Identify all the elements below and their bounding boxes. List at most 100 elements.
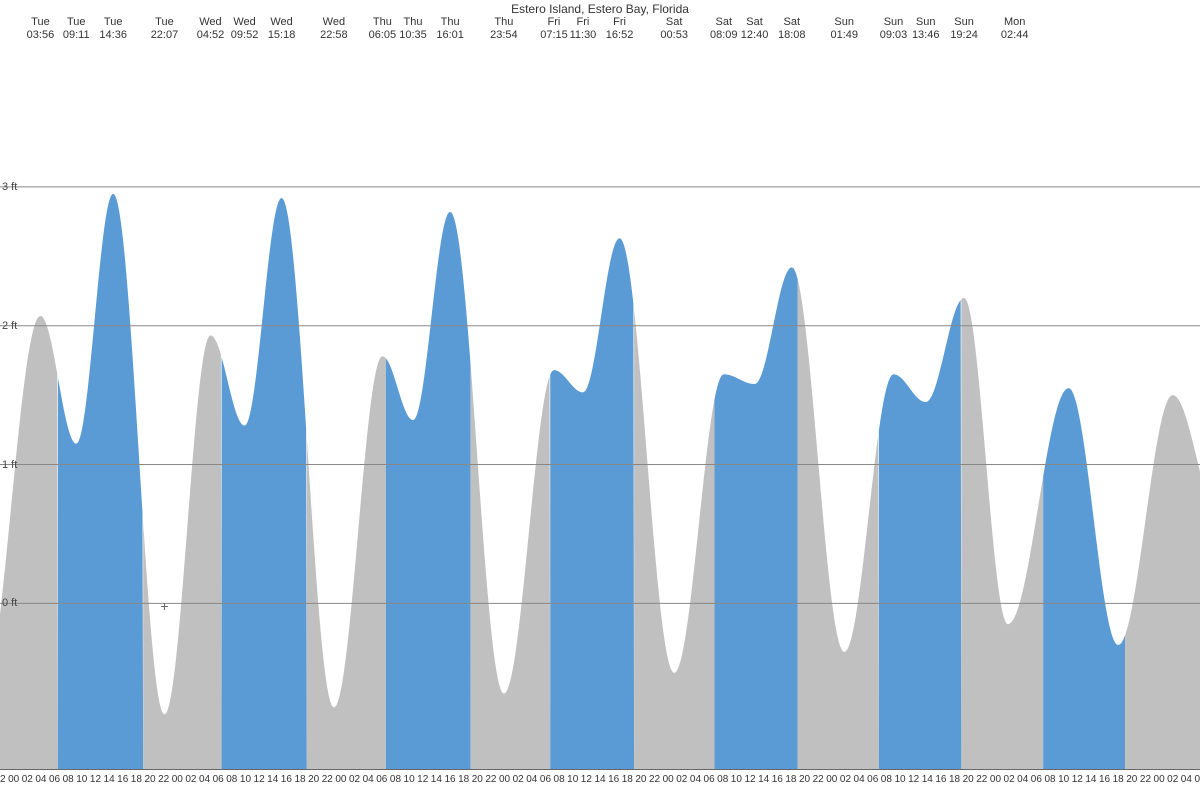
x-tick-label: 10 <box>404 774 415 800</box>
extreme-day: Wed <box>320 16 348 29</box>
x-tick-label: 14 <box>758 774 769 800</box>
x-tick-label: 18 <box>1113 774 1124 800</box>
extreme-time: 14:36 <box>99 29 127 42</box>
x-tick-label: 20 <box>635 774 646 800</box>
extreme-day: Wed <box>268 16 296 29</box>
extreme-time: 22:58 <box>320 29 348 42</box>
extreme-time: 09:52 <box>231 29 259 42</box>
x-tick-label: 00 <box>172 774 183 800</box>
extreme-day: Thu <box>436 16 464 29</box>
extreme-time: 12:40 <box>741 29 769 42</box>
x-tick-label: 02 <box>349 774 360 800</box>
x-tick-label: 02 <box>1167 774 1178 800</box>
x-tick-label: 08 <box>881 774 892 800</box>
tide-segment <box>470 363 550 770</box>
tide-segment <box>961 298 1043 770</box>
x-tick-label: 10 <box>240 774 251 800</box>
x-tick-label: 06 <box>1031 774 1042 800</box>
tide-segment <box>715 267 798 770</box>
x-tick-label: 18 <box>294 774 305 800</box>
x-tick-label: 18 <box>949 774 960 800</box>
extreme-day: Sat <box>778 16 806 29</box>
x-tick-label: 22 <box>649 774 660 800</box>
extreme-day: Sat <box>710 16 738 29</box>
extreme-day: Sun <box>950 16 978 29</box>
x-tick-label: 04 <box>363 774 374 800</box>
extreme-day: Fri <box>570 16 597 29</box>
extreme-day: Tue <box>27 16 55 29</box>
extreme-time: 08:09 <box>710 29 738 42</box>
tide-segment <box>386 212 471 770</box>
tide-chart: Estero Island, Estero Bay, Florida Mon21… <box>0 0 1200 800</box>
extreme-day: Tue <box>151 16 179 29</box>
x-tick-label: 00 <box>1154 774 1165 800</box>
x-tick-label: 20 <box>308 774 319 800</box>
tide-segment <box>1125 395 1200 770</box>
x-axis: 2200020406081012141618202200020406081012… <box>0 769 1200 800</box>
x-tick-label: 20 <box>799 774 810 800</box>
x-tick-label: 04 <box>199 774 210 800</box>
extreme-day: Tue <box>63 16 90 29</box>
tide-segment <box>143 336 221 770</box>
x-tick-label: 16 <box>935 774 946 800</box>
extreme-label: Wed22:58 <box>320 16 348 42</box>
x-tick-label: 00 <box>663 774 674 800</box>
extreme-label: Mon02:44 <box>1001 16 1029 42</box>
x-tick-label: 00 <box>826 774 837 800</box>
extreme-label: Thu23:54 <box>490 16 518 42</box>
extreme-label: Wed09:52 <box>231 16 259 42</box>
extreme-time: 13:46 <box>912 29 940 42</box>
x-tick-label: 08 <box>717 774 728 800</box>
x-tick-label: 16 <box>608 774 619 800</box>
tide-segment <box>1043 388 1125 770</box>
extreme-time: 23:54 <box>490 29 518 42</box>
extreme-day: Sun <box>880 16 908 29</box>
x-tick-label: 14 <box>922 774 933 800</box>
extreme-label: Sun13:46 <box>912 16 940 42</box>
x-tick-label: 00 <box>990 774 1001 800</box>
x-tick-label: 18 <box>131 774 142 800</box>
x-tick-label: 02 <box>22 774 33 800</box>
plot-area: 0 ft1 ft2 ft3 ft+ <box>0 48 1200 770</box>
extreme-time: 04:52 <box>197 29 225 42</box>
x-tick-label: 16 <box>281 774 292 800</box>
tide-segment <box>58 194 143 770</box>
extreme-day: Fri <box>606 16 634 29</box>
tide-segment <box>222 198 307 770</box>
x-tick-label: 22 <box>1140 774 1151 800</box>
extreme-time: 16:52 <box>606 29 634 42</box>
extreme-label: Sat08:09 <box>710 16 738 42</box>
x-tick-label: 10 <box>567 774 578 800</box>
x-tick-label: 06 <box>213 774 224 800</box>
x-tick-label: 02 <box>185 774 196 800</box>
extreme-label: Thu10:35 <box>399 16 427 42</box>
x-tick-label: 04 <box>1017 774 1028 800</box>
x-tick-label: 20 <box>1126 774 1137 800</box>
tide-segment <box>879 300 962 770</box>
extreme-label: Thu06:05 <box>369 16 397 42</box>
x-tick-label: 08 <box>226 774 237 800</box>
tide-segment <box>798 279 879 770</box>
extreme-day: Sat <box>660 16 688 29</box>
extreme-day: Sun <box>912 16 940 29</box>
x-tick-label: 10 <box>76 774 87 800</box>
extreme-time: 01:49 <box>830 29 858 42</box>
x-tick-label: 08 <box>1044 774 1055 800</box>
tide-segment <box>634 310 714 770</box>
extreme-day: Sat <box>741 16 769 29</box>
x-tick-label: 04 <box>526 774 537 800</box>
x-tick-label: 02 <box>513 774 524 800</box>
x-tick-label: 10 <box>894 774 905 800</box>
extreme-day: Tue <box>99 16 127 29</box>
extreme-label: Tue22:07 <box>151 16 179 42</box>
extreme-day: Sun <box>830 16 858 29</box>
extreme-time: 00:53 <box>660 29 688 42</box>
extreme-label: Thu16:01 <box>436 16 464 42</box>
x-tick-label: 06 <box>1194 774 1200 800</box>
extreme-label: Fri16:52 <box>606 16 634 42</box>
x-tick-label: 14 <box>104 774 115 800</box>
chart-title: Estero Island, Estero Bay, Florida <box>0 2 1200 16</box>
extreme-label: Tue03:56 <box>27 16 55 42</box>
x-tick-label: 16 <box>1099 774 1110 800</box>
extreme-label: Sun19:24 <box>950 16 978 42</box>
